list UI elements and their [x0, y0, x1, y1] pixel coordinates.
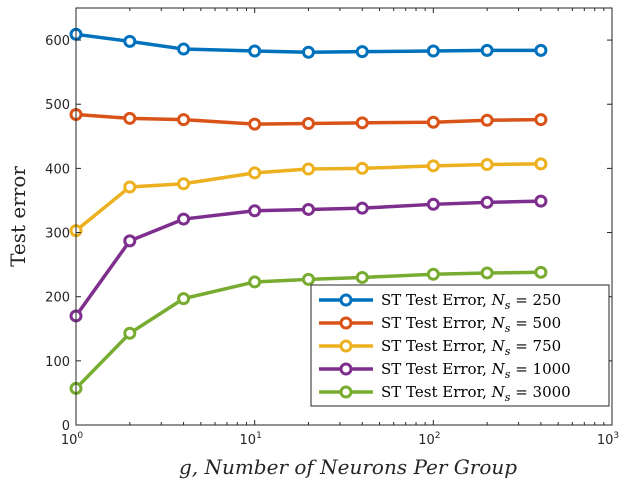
data-point: [426, 115, 440, 129]
legend-item: ST Test Error, Ns = 750: [319, 337, 561, 358]
legend-item: ST Test Error, Ns = 250: [319, 291, 561, 312]
x-axis: 100 101 102 103: [61, 8, 619, 448]
data-point: [480, 195, 494, 209]
data-point: [248, 275, 262, 289]
y-tick-label: 400: [45, 162, 70, 177]
x-tick-label-base: 10: [61, 433, 78, 448]
x-tick-label-base: 10: [597, 433, 614, 448]
data-point: [123, 180, 137, 194]
legend-swatch-marker: [339, 339, 353, 353]
data-point: [355, 201, 369, 215]
legend-item: ST Test Error, Ns = 3000: [319, 383, 571, 404]
series-line: [69, 157, 548, 238]
data-point: [534, 265, 548, 279]
y-tick-label: 500: [45, 98, 70, 113]
x-tick-label-exponent: 1: [256, 431, 262, 441]
data-point: [123, 234, 137, 248]
legend-swatch-marker: [339, 316, 353, 330]
plot-area: [69, 27, 548, 395]
x-tick-label-exponent: 3: [613, 431, 619, 441]
data-point: [301, 202, 315, 216]
y-axis-title: Test error: [6, 166, 30, 267]
legend-label: ST Test Error, Ns = 250: [381, 291, 561, 312]
data-point: [301, 116, 315, 130]
series-line: [69, 107, 548, 131]
data-point: [301, 272, 315, 286]
legend-label: ST Test Error, Ns = 750: [381, 337, 561, 358]
y-axis: 0 100 200 300 400 500 600: [45, 34, 612, 434]
x-tick-label-base: 10: [240, 433, 257, 448]
data-point: [301, 45, 315, 59]
data-point: [248, 166, 262, 180]
data-point: [480, 113, 494, 127]
data-point: [248, 204, 262, 218]
data-point: [123, 34, 137, 48]
y-tick-label: 200: [45, 291, 70, 306]
x-axis-title-symbol: g, Number of Neurons Per Group: [179, 455, 517, 479]
data-point: [480, 43, 494, 57]
x-tick-label-exponent: 0: [77, 431, 83, 441]
data-point: [426, 44, 440, 58]
data-point: [355, 45, 369, 59]
y-tick-label: 600: [45, 34, 70, 49]
x-tick-label: 103: [597, 431, 619, 448]
data-point: [177, 42, 191, 56]
x-tick-label: 102: [418, 431, 440, 448]
data-point: [480, 158, 494, 172]
data-point: [248, 44, 262, 58]
legend-label: ST Test Error, Ns = 3000: [381, 383, 571, 404]
legend-item: ST Test Error, Ns = 1000: [319, 360, 571, 381]
y-tick-label: 0: [62, 419, 70, 434]
data-point: [426, 267, 440, 281]
data-point: [355, 270, 369, 284]
axes-box: [75, 7, 613, 426]
data-point: [534, 157, 548, 171]
legend-swatch-marker: [339, 293, 353, 307]
data-point: [426, 197, 440, 211]
data-point: [480, 266, 494, 280]
x-tick-label: 101: [240, 431, 262, 448]
series-line: [69, 265, 548, 395]
y-tick-label: 300: [45, 227, 70, 242]
legend-swatch-marker: [339, 362, 353, 376]
data-point: [177, 113, 191, 127]
series-line: [69, 27, 548, 59]
x-tick-label-base: 10: [418, 433, 435, 448]
data-point: [301, 162, 315, 176]
y-tick-label: 100: [45, 355, 70, 370]
x-tick-label: 100: [61, 431, 84, 448]
data-point: [355, 116, 369, 130]
data-point: [534, 194, 548, 208]
data-point: [534, 113, 548, 127]
data-point: [534, 43, 548, 57]
legend-label: ST Test Error, Ns = 1000: [381, 360, 571, 381]
legend-label: ST Test Error, Ns = 500: [381, 314, 561, 335]
legend-item: ST Test Error, Ns = 500: [319, 314, 561, 335]
x-tick-label-exponent: 2: [435, 431, 441, 441]
data-point: [248, 117, 262, 131]
data-point: [355, 161, 369, 175]
data-point: [177, 212, 191, 226]
x-axis-title: g, Number of Neurons Per Group: [179, 455, 517, 479]
data-point: [426, 159, 440, 173]
data-point: [177, 292, 191, 306]
data-point: [123, 326, 137, 340]
data-point: [123, 111, 137, 125]
legend-swatch-marker: [339, 385, 353, 399]
data-point: [177, 177, 191, 191]
